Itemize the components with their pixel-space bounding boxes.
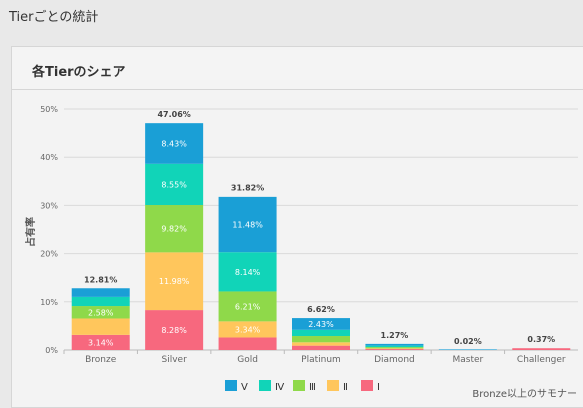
segment-label: 3.14% [88,338,114,347]
footnote: Bronze以上のサモナー [472,389,577,400]
y-tick-label: 20% [40,250,58,259]
legend-label: Ⅴ [241,382,248,393]
bar-segment [292,318,350,330]
category-label: Silver [162,355,188,365]
legend-swatch [259,380,271,391]
bar-segment [145,205,204,253]
legend-swatch [293,380,305,391]
segment-label: 8.14% [235,268,261,277]
bar-segment [512,348,571,350]
legend-swatch [225,380,237,391]
category-label: Gold [237,355,258,365]
y-tick-label: 0% [45,346,58,355]
bar-segment [292,345,350,350]
y-tick-label: 40% [40,153,58,162]
bar-segment [218,321,277,338]
bar-segment [292,342,350,346]
bar-segment [365,343,424,346]
bar-segment [145,252,204,311]
bar-segment [218,291,277,322]
y-axis-title: 占有率 [24,217,37,247]
segment-label: 11.98% [159,277,190,286]
total-label: 0.02% [454,337,482,346]
page-title: Tierごとの統計 [9,10,99,25]
bar-segment [71,306,130,319]
segment-label: 2.58% [88,308,114,317]
total-label: 12.81% [84,275,117,284]
panel-title: 各Tierのシェア [32,65,126,80]
bar-segment [365,347,424,349]
legend-swatch [361,380,373,391]
legend-label: Ⅰ [377,382,380,393]
segment-label: 8.55% [161,180,187,189]
bar-segment [292,329,350,337]
total-label: 6.62% [307,305,335,314]
y-tick-label: 10% [40,298,58,307]
category-label: Bronze [85,355,117,365]
bar-segment [145,123,204,164]
segment-label: 6.21% [235,302,261,311]
category-label: Challenger [517,355,566,365]
segment-label: 8.43% [161,139,187,148]
category-label: Diamond [374,355,415,365]
bar-segment [218,337,277,350]
segment-label: 9.82% [161,225,187,234]
category-label: Master [452,355,483,365]
bar-segment [71,334,130,350]
y-tick-label: 50% [40,105,58,114]
legend-swatch [327,380,339,391]
bar-segment [218,252,277,292]
legend-label: Ⅲ [309,382,316,393]
segment-label: 8.28% [161,326,187,335]
bar-segment [71,318,130,335]
total-label: 47.06% [157,110,190,119]
total-label: 1.27% [381,331,409,340]
legend-label: Ⅱ [343,382,348,393]
segment-label: 11.48% [232,221,263,230]
total-label: 31.82% [231,184,264,193]
bar-segment [218,196,277,253]
bar-segment [145,310,204,350]
segment-label: 2.43% [308,320,334,329]
bar-segment [365,348,424,350]
legend-label: Ⅳ [275,382,285,393]
bar-segment [71,296,130,307]
bar-segment [365,345,424,348]
bar-segment [145,163,204,206]
segment-label: 3.34% [235,325,261,334]
bar-segment [438,349,497,350]
y-tick-label: 30% [40,201,58,210]
category-label: Platinum [301,355,341,365]
panel-header [12,47,583,90]
total-label: 0.37% [527,335,555,344]
bar-segment [292,336,350,343]
bar-segment [365,349,424,350]
bar-segment [71,288,130,297]
